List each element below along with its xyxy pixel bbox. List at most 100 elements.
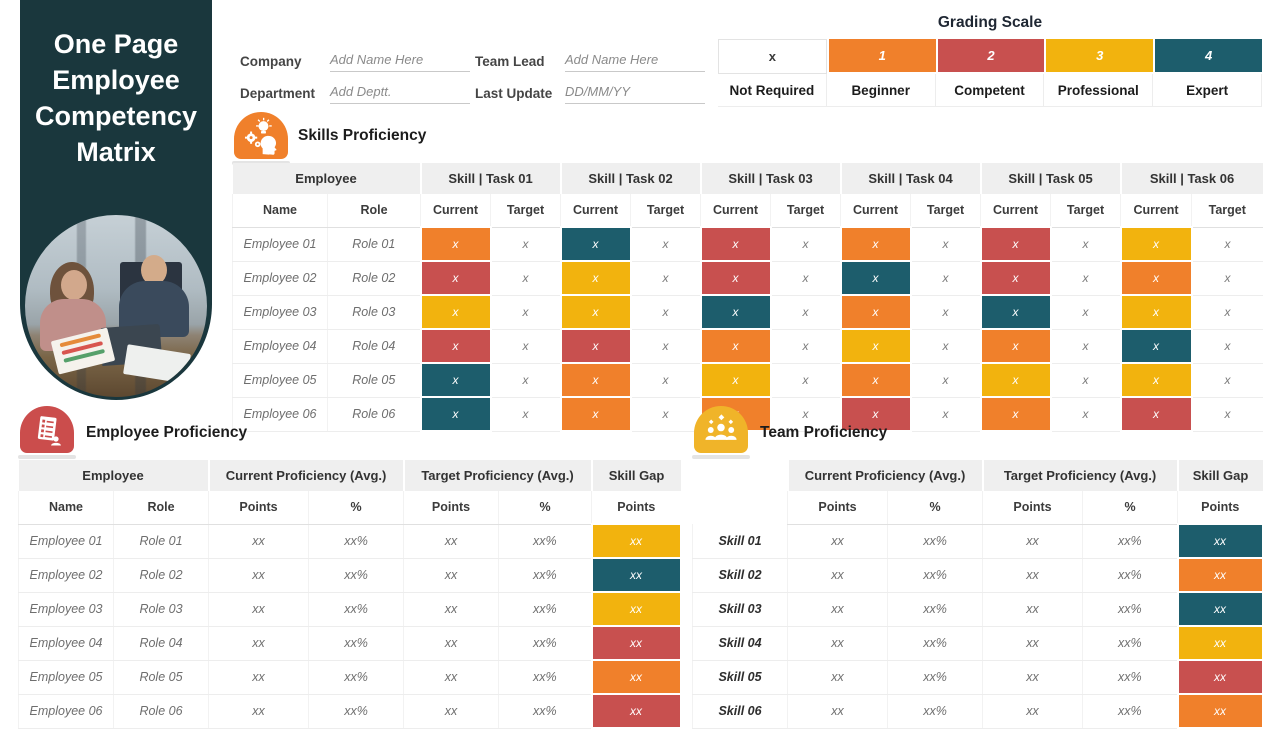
grading-code-4: 4 [1153, 39, 1262, 72]
team-people-stars-icon [705, 413, 737, 440]
team-prof-header-blank [692, 460, 788, 491]
grading-code-x: x [718, 39, 827, 74]
target-points: xx [982, 558, 1083, 593]
team-prof-row: Skill 02 xx xx% xx xx% xx [692, 557, 1264, 593]
clipboard-checklist-icon [37, 415, 61, 446]
target-level-cell: x [910, 329, 981, 364]
team-prof-row: Skill 06 xx xx% xx xx% xx [692, 693, 1264, 729]
employee-name: Employee 05 [18, 660, 114, 695]
target-level-cell: x [910, 295, 981, 330]
target-points: xx [403, 592, 499, 627]
target-percent: xx% [1082, 558, 1178, 593]
team-prof-subheader-1: % [886, 491, 983, 525]
current-level-cell: x [419, 396, 492, 432]
target-points: xx [403, 660, 499, 695]
current-level-cell: x [559, 396, 632, 432]
target-level-cell: x [490, 227, 561, 262]
employee-role: Role 05 [326, 363, 421, 398]
current-level-cell: x [419, 328, 492, 364]
target-level-cell: x [770, 329, 841, 364]
skills-subheader-current-5: Current [980, 194, 1051, 228]
target-percent: xx% [1082, 524, 1178, 559]
grading-scale-labels: Not Required Beginner Competent Professiona… [718, 74, 1262, 107]
target-points: xx [982, 660, 1083, 695]
team-prof-table-body: Skill 01 xx xx% xx xx% xx Skill 02 xx xx% xx xx% xx… [692, 523, 1264, 729]
target-percent: xx% [498, 592, 592, 627]
grading-label-4: Expert [1153, 74, 1262, 107]
current-level-cell: x [979, 226, 1052, 262]
employee-prof-subheader-6: Points [591, 491, 681, 525]
grading-code-3: 3 [1044, 39, 1154, 72]
target-points: xx [982, 592, 1083, 627]
current-level-cell: x [699, 328, 772, 364]
current-points: xx [787, 524, 888, 559]
head-lightbulb-gear-icon [244, 117, 277, 155]
employee-prof-row: Employee 02 Role 02 xx xx% xx xx% xx [18, 557, 682, 593]
current-points: xx [787, 558, 888, 593]
last-update-field[interactable]: DD/MM/YY [565, 84, 705, 104]
team-proficiency-title: Team Proficiency [760, 424, 888, 441]
target-level-cell: x [490, 397, 561, 432]
employee-proficiency-title: Employee Proficiency [86, 424, 248, 441]
team-lead-field[interactable]: Add Name Here [565, 52, 705, 72]
team-prof-row: Skill 01 xx xx% xx xx% xx [692, 523, 1264, 559]
employee-role: Role 02 [326, 261, 421, 296]
skills-table-body: Employee 01 Role 01 x x x x x x x x x x x x Employee 0… [232, 226, 1263, 432]
target-level-cell: x [490, 329, 561, 364]
skills-subheader-current-3: Current [700, 194, 771, 228]
target-level-cell: x [1191, 261, 1263, 296]
target-level-cell: x [490, 261, 561, 296]
skill-gap-cell: xx [1176, 591, 1264, 627]
employee-prof-subheader-2: Points [208, 491, 309, 525]
employee-prof-row: Employee 03 Role 03 xx xx% xx xx% xx [18, 591, 682, 627]
skill-name: Skill 01 [692, 524, 788, 559]
current-level-cell: x [979, 362, 1052, 398]
skill-name: Skill 02 [692, 558, 788, 593]
current-percent: xx% [886, 558, 983, 593]
team-prof-subheader-blank [692, 491, 788, 524]
target-points: xx [403, 626, 499, 661]
current-level-cell: x [979, 260, 1052, 296]
employee-role: Role 04 [112, 626, 209, 661]
target-points: xx [982, 694, 1083, 729]
employee-prof-row: Employee 04 Role 04 xx xx% xx xx% xx [18, 625, 682, 661]
current-level-cell: x [419, 362, 492, 398]
skill-gap-cell: xx [590, 625, 682, 661]
target-level-cell: x [1191, 363, 1263, 398]
team-prof-row: Skill 03 xx xx% xx xx% xx [692, 591, 1264, 627]
target-level-cell: x [770, 227, 841, 262]
company-field[interactable]: Add Name Here [330, 52, 470, 72]
target-level-cell: x [630, 397, 701, 432]
target-level-cell: x [910, 363, 981, 398]
current-level-cell: x [839, 328, 912, 364]
skills-proficiency-title: Skills Proficiency [298, 127, 427, 144]
target-level-cell: x [630, 295, 701, 330]
target-percent: xx% [1082, 694, 1178, 729]
current-points: xx [208, 592, 309, 627]
current-level-cell: x [699, 226, 772, 262]
employee-role: Role 01 [326, 227, 421, 262]
last-update-label: Last Update [475, 86, 553, 101]
office-meeting-photo [25, 215, 207, 397]
target-points: xx [982, 626, 1083, 661]
employee-prof-subheader-4: Points [403, 491, 499, 525]
employee-name: Employee 03 [18, 592, 114, 627]
employee-role: Role 06 [112, 694, 209, 729]
skills-header-task-4: Skill | Task 04 [839, 163, 981, 194]
skill-gap-cell: xx [1176, 523, 1264, 559]
grading-label-3: Professional [1044, 74, 1154, 107]
current-percent: xx% [308, 524, 404, 559]
target-level-cell: x [630, 363, 701, 398]
current-percent: xx% [308, 626, 404, 661]
target-level-cell: x [1050, 363, 1121, 398]
skills-proficiency-icon [234, 112, 288, 159]
department-field[interactable]: Add Deptt. [330, 84, 470, 104]
current-level-cell: x [839, 260, 912, 296]
employee-prof-header-employee: Employee [18, 460, 209, 491]
employee-prof-header-current: Current Proficiency (Avg.) [207, 460, 404, 491]
target-level-cell: x [1191, 295, 1263, 330]
current-points: xx [787, 660, 888, 695]
current-level-cell: x [559, 294, 632, 330]
employee-proficiency-table: Employee Current Proficiency (Avg.) Target… [18, 460, 682, 729]
